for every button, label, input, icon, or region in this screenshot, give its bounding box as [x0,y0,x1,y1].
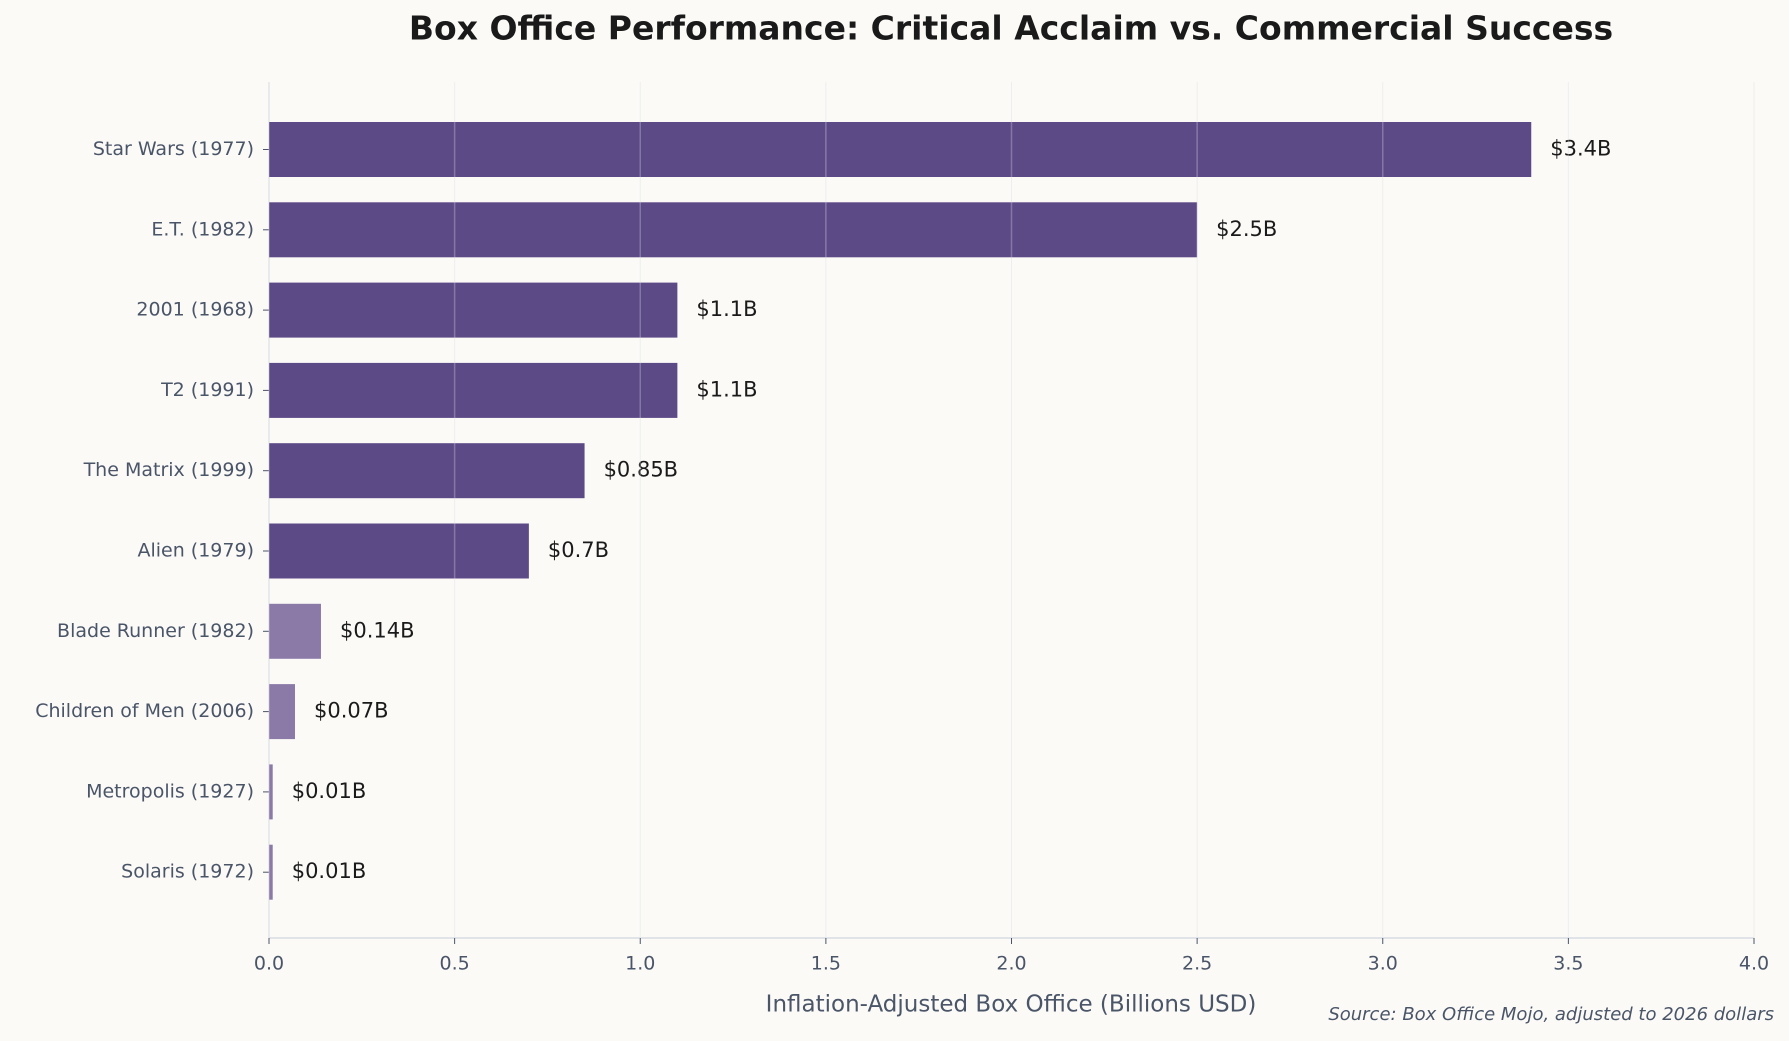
y-tick-label: E.T. (1982) [151,218,254,240]
bar [269,282,678,338]
bar [269,523,529,579]
x-tick-label: 2.5 [1182,953,1212,975]
x-tick-label: 1.5 [811,953,841,975]
value-label: $3.4B [1550,137,1611,161]
bar [269,443,585,499]
y-tick-label: The Matrix (1999) [83,459,254,481]
y-tick-label: Solaris (1972) [121,861,254,883]
y-tick-label: Star Wars (1977) [93,138,254,160]
y-tick-label: Metropolis (1927) [86,780,254,802]
x-tick-label: 3.5 [1553,953,1583,975]
value-label: $1.1B [696,377,757,401]
bar [269,202,1198,258]
bar [269,684,295,740]
y-tick-label: 2001 (1968) [136,299,254,321]
x-tick-label: 2.0 [996,953,1026,975]
value-label: $0.01B [292,779,367,803]
bar [269,764,273,820]
value-label: $0.7B [548,538,609,562]
x-tick-label: 0.5 [440,953,470,975]
bar [269,603,321,659]
value-label: $0.14B [340,618,415,642]
x-axis-label: Inflation-Adjusted Box Office (Billions … [766,992,1257,1018]
y-tick-label: T2 (1991) [160,379,254,401]
bar [269,844,273,900]
value-label: $1.1B [696,297,757,321]
value-label: $0.85B [604,458,679,482]
bar [269,362,678,418]
value-label: $0.01B [292,859,367,883]
x-tick-label: 0.0 [254,953,284,975]
source-note: Source: Box Office Mojo, adjusted to 202… [1328,1004,1774,1025]
y-tick-label: Alien (1979) [137,540,254,562]
chart-title: Box Office Performance: Critical Acclaim… [409,9,1613,48]
x-tick-label: 1.0 [625,953,655,975]
bar [269,122,1532,177]
x-tick-label: 3.0 [1368,953,1398,975]
y-tick-label: Blade Runner (1982) [57,620,254,642]
value-label: $0.07B [314,699,389,723]
x-tick-label: 4.0 [1739,953,1769,975]
value-label: $2.5B [1216,217,1277,241]
y-tick-label: Children of Men (2006) [35,700,254,722]
